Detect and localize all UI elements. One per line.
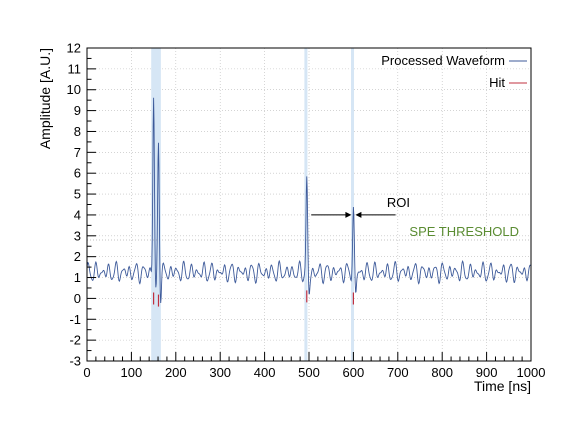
y-tick-label: 4 (74, 207, 81, 222)
x-tick-label: 800 (431, 365, 453, 380)
legend-entry-processed-waveform: Processed Waveform (381, 53, 505, 68)
axes: 0 100 200 300 400 500 600 700 800 900 1000 -3 -2 -1 0 1… (67, 41, 546, 381)
x-tick-label: 1000 (517, 365, 546, 380)
series-processed-waveform-line (86, 97, 532, 304)
y-tick-label: 7 (74, 145, 81, 160)
roi-right-arrowhead (355, 211, 362, 218)
y-tick-label: 2 (74, 249, 81, 264)
legend-entry-hit: Hit (489, 75, 505, 90)
y-tick-label: 5 (74, 187, 81, 202)
y-tick-label: -1 (69, 312, 81, 327)
x-tick-label: 300 (209, 365, 231, 380)
series (86, 97, 532, 304)
x-tick-label: 0 (83, 365, 90, 380)
hit-markers (153, 290, 354, 307)
y-tick-label: 9 (74, 103, 81, 118)
spe-threshold: SPE THRESHOLD (87, 224, 531, 241)
legend: Processed Waveform Hit (381, 53, 527, 90)
roi-annotation: ROI (311, 195, 410, 218)
y-tick-label: -2 (69, 333, 81, 348)
y-tick-label: 8 (74, 124, 81, 139)
x-tick-label: 200 (165, 365, 187, 380)
y-tick-label: 6 (74, 166, 81, 181)
y-tick-label: 12 (67, 41, 81, 56)
hit-band (351, 48, 355, 361)
y-tick-label: 1 (74, 270, 81, 285)
roi-label: ROI (387, 195, 410, 210)
y-axis-label: Amplitude [A.U.] (37, 48, 53, 149)
y-tick-label: 0 (74, 291, 81, 306)
roi-left-arrowhead (345, 211, 352, 218)
x-tick-label: 500 (298, 365, 320, 380)
spe-threshold-label: SPE THRESHOLD (409, 224, 519, 239)
x-tick-label: 100 (121, 365, 143, 380)
y-tick-label: -3 (69, 354, 81, 369)
x-tick-label: 900 (476, 365, 498, 380)
x-tick-label: 600 (343, 365, 365, 380)
y-tick-label: 11 (68, 61, 82, 76)
x-tick-label: 400 (254, 365, 276, 380)
x-axis-label: Time [ns] (474, 378, 531, 394)
y-tick-label: 10 (67, 82, 81, 97)
x-tick-label: 700 (387, 365, 409, 380)
y-tick-label: 3 (74, 228, 81, 243)
